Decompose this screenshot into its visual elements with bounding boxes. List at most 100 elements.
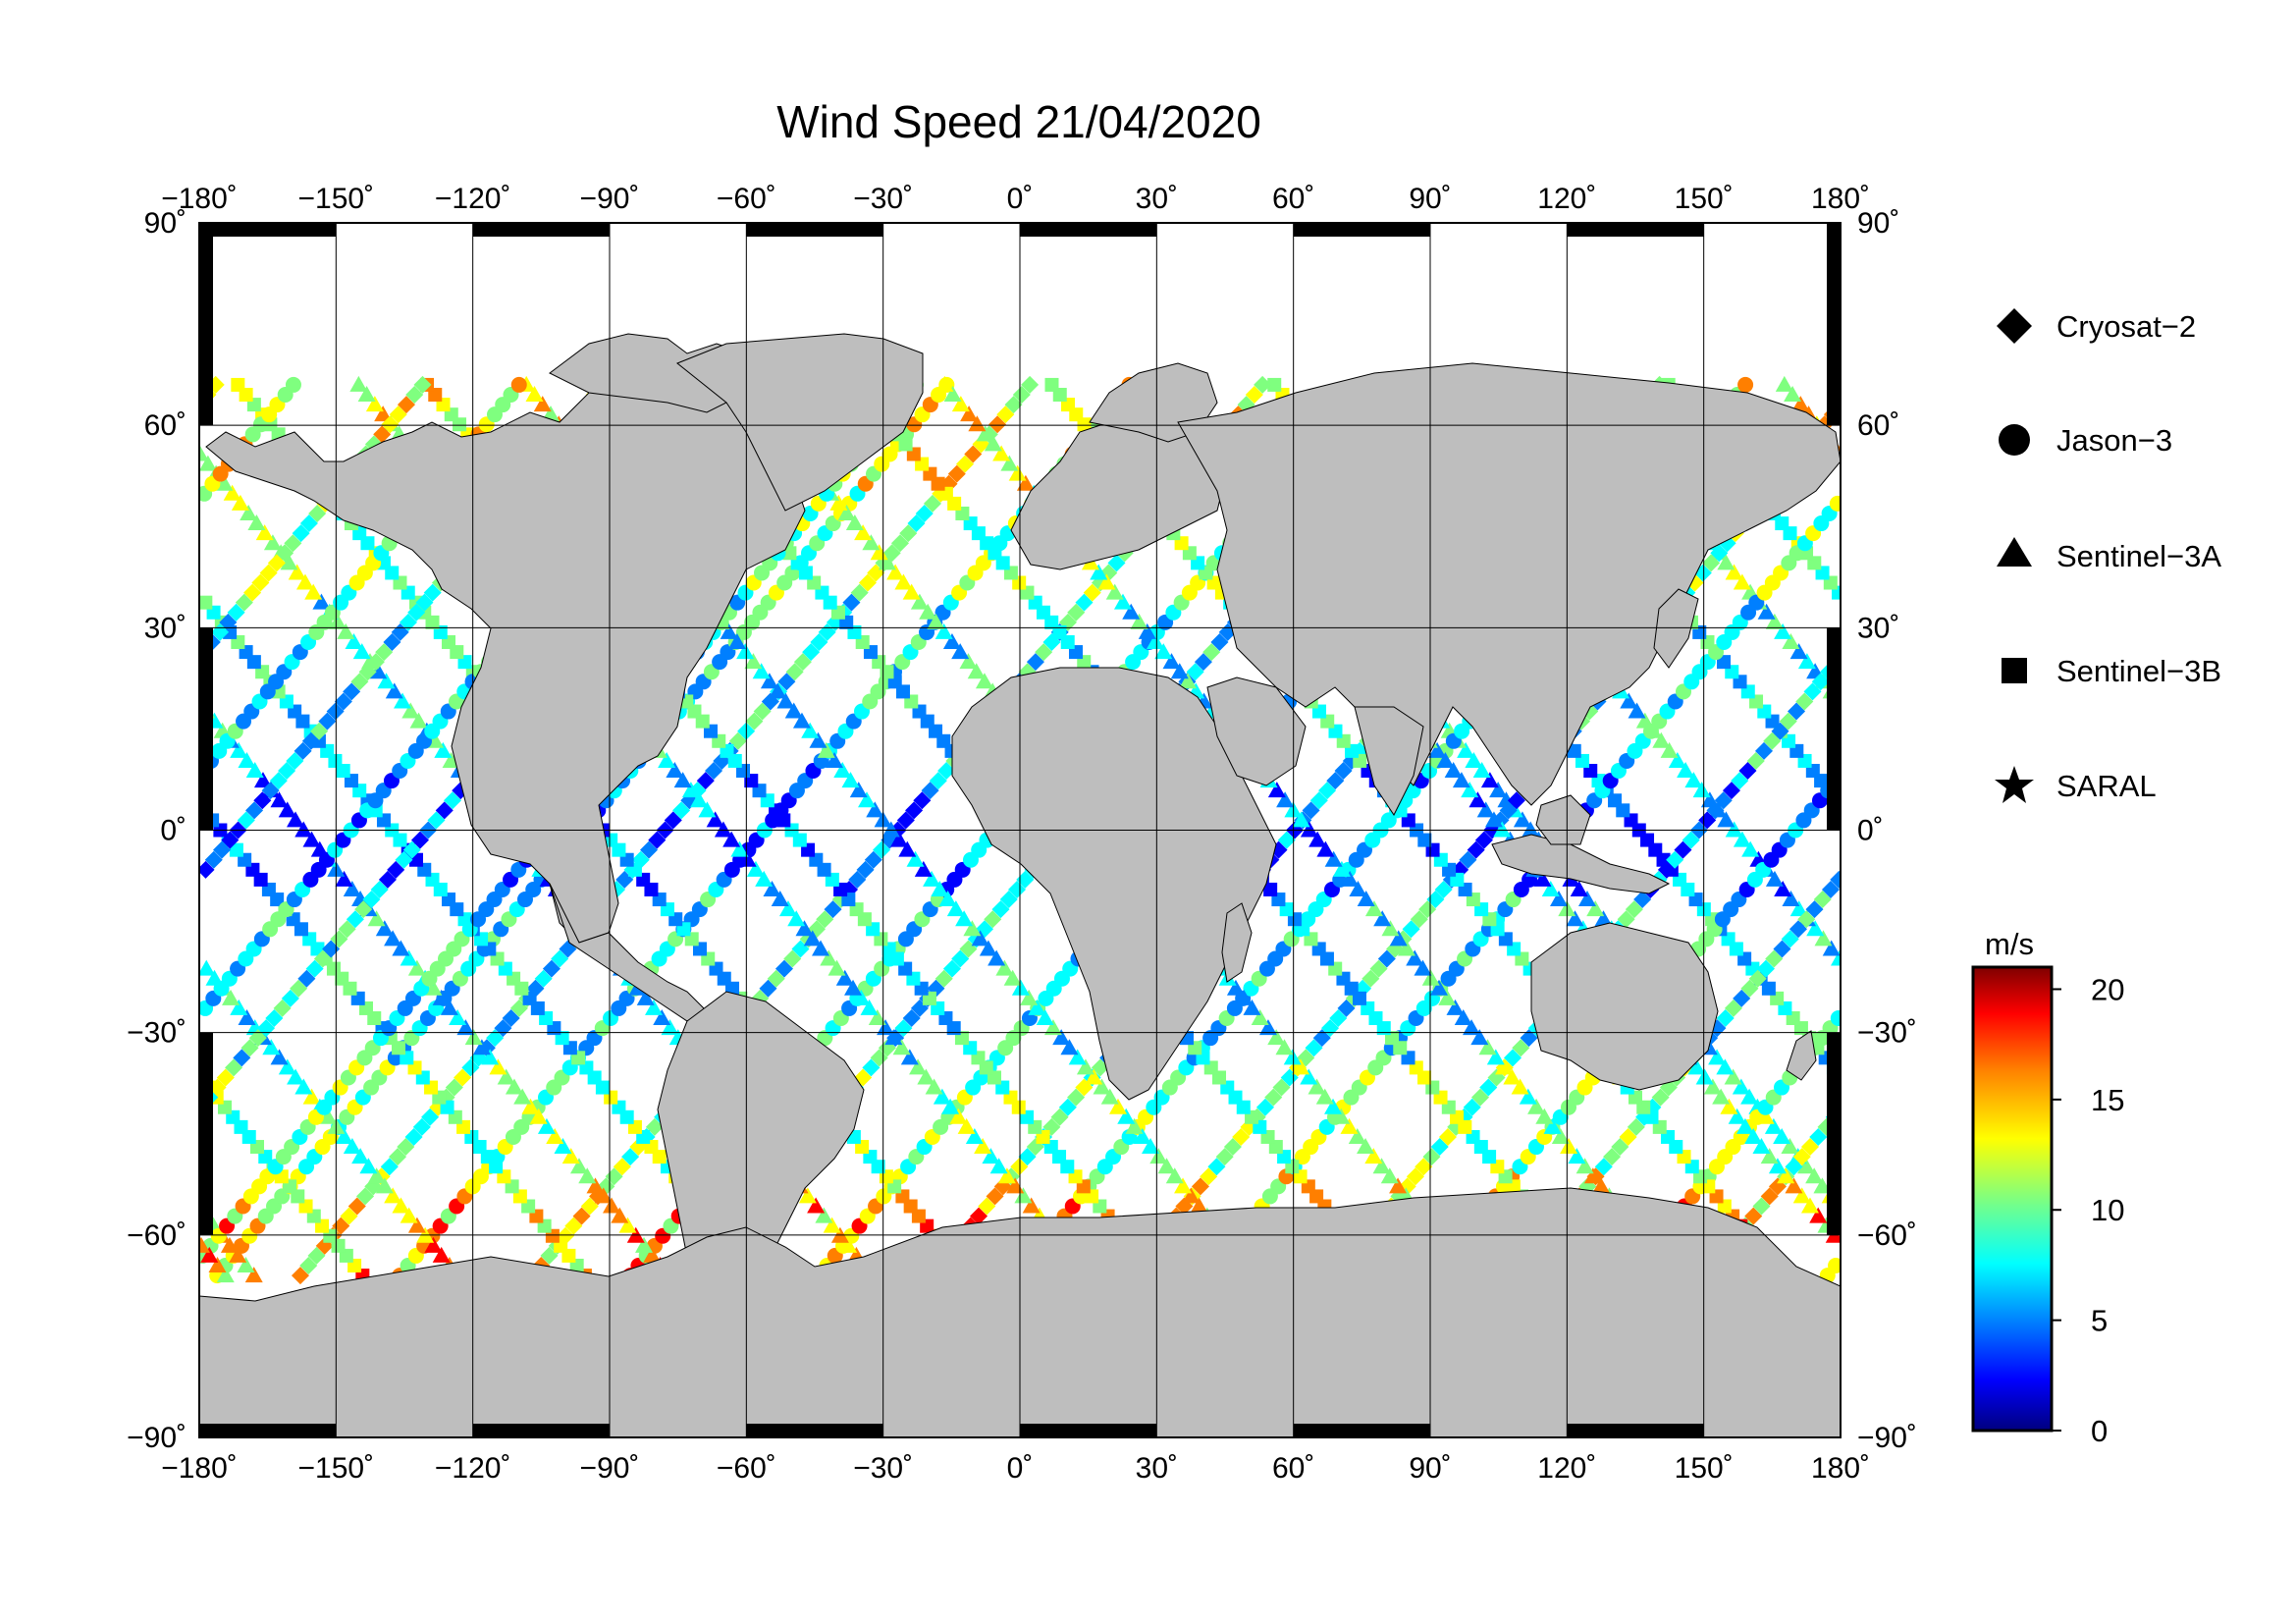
track-point	[1075, 593, 1094, 612]
track-point	[561, 1148, 580, 1164]
track-point	[949, 1108, 968, 1124]
track-point	[1702, 554, 1721, 572]
track-point	[858, 573, 877, 592]
track-point	[1768, 1158, 1787, 1174]
track-point	[357, 386, 376, 403]
track-point	[915, 504, 934, 522]
track-point	[294, 1078, 313, 1095]
track-point	[1560, 1138, 1578, 1155]
track-point	[1093, 1078, 1111, 1095]
track-point	[424, 1236, 443, 1253]
track-point	[802, 643, 821, 662]
track-point	[1085, 1068, 1103, 1085]
track-point	[868, 1009, 886, 1026]
track-point	[935, 375, 954, 392]
track-point	[767, 969, 785, 988]
track-point	[823, 1217, 841, 1233]
track-point	[913, 791, 932, 810]
track-point	[837, 504, 856, 520]
track-point	[380, 1158, 399, 1176]
track-point	[1760, 1148, 1779, 1164]
track-point	[938, 891, 957, 907]
lat-tick-label: −30˚	[1857, 1017, 1917, 1050]
track-point	[318, 712, 337, 730]
lon-tick-label: 60˚	[1272, 1452, 1314, 1485]
track-point	[412, 1117, 431, 1136]
track-point	[815, 1207, 833, 1223]
track-point	[238, 1009, 256, 1026]
track-point	[351, 1148, 370, 1164]
track-point	[1789, 900, 1808, 917]
track-point	[1805, 1167, 1824, 1184]
land-australia	[1530, 922, 1719, 1091]
track-point	[1800, 1197, 1819, 1214]
track-point	[760, 673, 778, 689]
track-point	[1020, 989, 1039, 1005]
track-point	[312, 593, 331, 610]
track-point	[1068, 1049, 1087, 1065]
lat-tick-label: −30˚	[127, 1017, 187, 1050]
track-point	[644, 999, 663, 1015]
track-point	[759, 979, 777, 998]
track-point	[1369, 959, 1388, 978]
track-point	[730, 840, 749, 857]
track-point	[856, 860, 875, 879]
track-point	[1016, 870, 1035, 889]
track-point	[375, 920, 394, 937]
track-point	[613, 1158, 631, 1176]
track-point	[1468, 791, 1487, 808]
track-point	[525, 386, 544, 403]
track-point	[334, 692, 352, 711]
track-point	[415, 593, 434, 612]
track-point	[261, 782, 280, 800]
track-point	[237, 1256, 255, 1272]
legend-item-saral: SARAL	[1995, 766, 2157, 803]
track-point	[829, 494, 848, 511]
colorbar-tick-label: 0	[2091, 1414, 2108, 1448]
track-point	[1415, 1158, 1433, 1176]
track-point	[1463, 1019, 1481, 1036]
land-borneo	[1535, 794, 1591, 845]
track-point	[335, 870, 353, 887]
track-point	[461, 1058, 480, 1077]
track-point	[225, 1058, 243, 1077]
track-point	[1035, 643, 1053, 662]
track-point	[1012, 386, 1031, 405]
track-point	[302, 831, 321, 847]
track-point	[319, 1108, 338, 1124]
track-point	[245, 762, 264, 779]
track-point	[253, 772, 272, 788]
track-point	[896, 811, 915, 830]
track-point	[292, 524, 310, 543]
frame-bar-right	[1827, 223, 1841, 426]
track-point	[835, 969, 854, 986]
track-point	[1232, 1127, 1251, 1146]
lon-tick-label: 150˚	[1675, 183, 1734, 215]
track-point	[1406, 949, 1424, 966]
track-point	[285, 376, 301, 393]
track-point	[265, 1009, 284, 1028]
track-point	[745, 712, 764, 730]
track-point	[963, 920, 982, 937]
track-point	[1182, 1187, 1201, 1204]
track-point	[1235, 989, 1254, 1005]
track-point	[1324, 850, 1343, 867]
track-point	[844, 979, 863, 996]
track-point	[395, 850, 413, 869]
track-point	[230, 999, 248, 1015]
track-point	[996, 406, 1015, 424]
track-point	[1668, 751, 1686, 768]
track-point	[1479, 1078, 1498, 1097]
track-point	[1797, 653, 1816, 670]
track-point	[1741, 840, 1760, 857]
track-point	[267, 554, 286, 572]
track-point	[384, 1187, 402, 1204]
track-point	[273, 999, 292, 1017]
track-point	[1785, 1177, 1803, 1194]
track-point	[1373, 910, 1392, 927]
track-point	[951, 396, 970, 412]
track-point	[1724, 1068, 1742, 1085]
track-point	[1444, 762, 1463, 779]
track-point	[1765, 949, 1784, 968]
frame-bar-top	[199, 223, 337, 237]
